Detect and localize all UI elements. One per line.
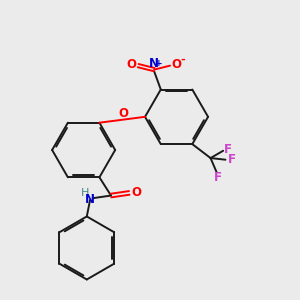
Text: F: F <box>224 142 232 156</box>
Text: -: - <box>180 55 185 65</box>
Text: F: F <box>227 153 236 166</box>
Text: O: O <box>118 107 128 120</box>
Text: F: F <box>214 172 222 184</box>
Text: O: O <box>172 58 182 71</box>
Text: N: N <box>85 194 95 206</box>
Text: H: H <box>81 188 90 198</box>
Text: +: + <box>155 59 163 68</box>
Text: O: O <box>131 186 141 200</box>
Text: O: O <box>127 58 136 71</box>
Text: N: N <box>149 57 159 70</box>
